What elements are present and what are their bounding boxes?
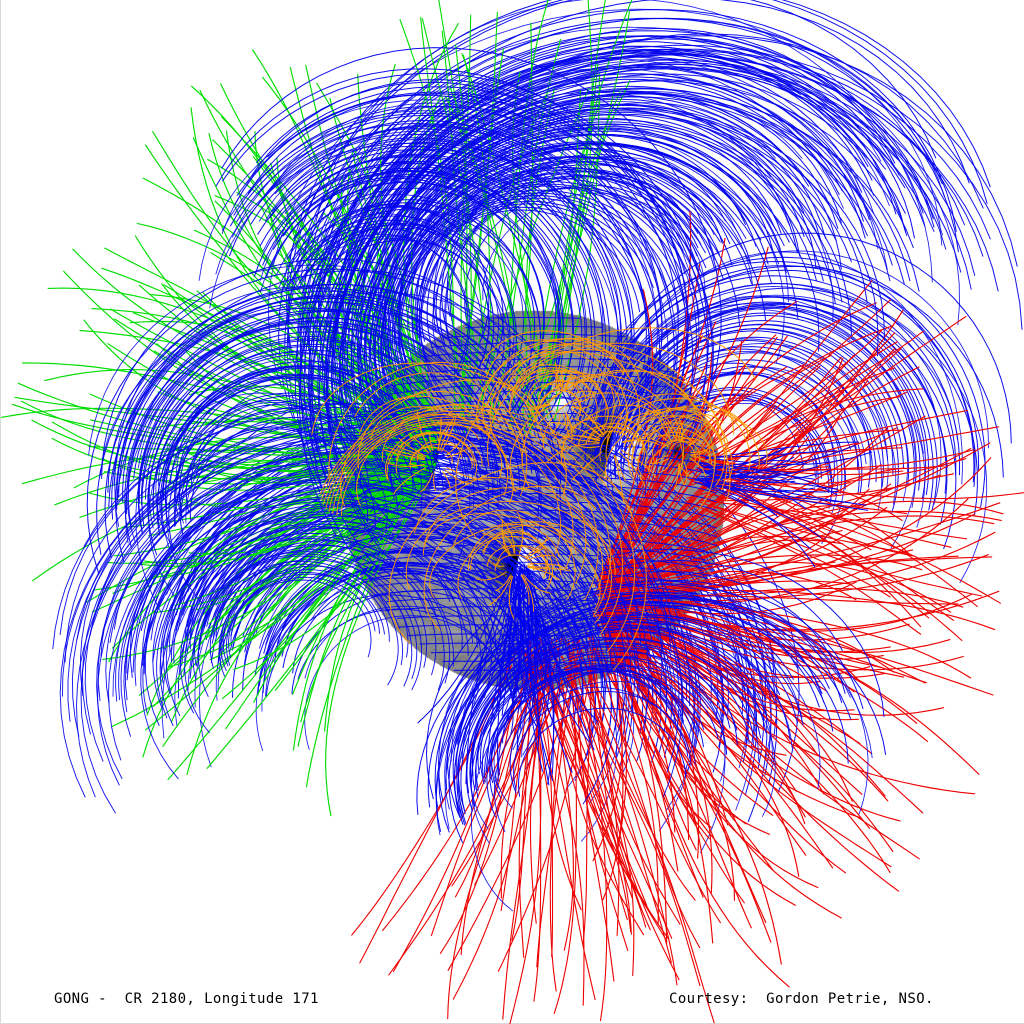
active-region-loops (311, 327, 768, 671)
caption-left: GONG - CR 2180, Longitude 171 (54, 991, 319, 1007)
caption-right: Courtesy: Gordon Petrie, NSO. (669, 991, 934, 1007)
